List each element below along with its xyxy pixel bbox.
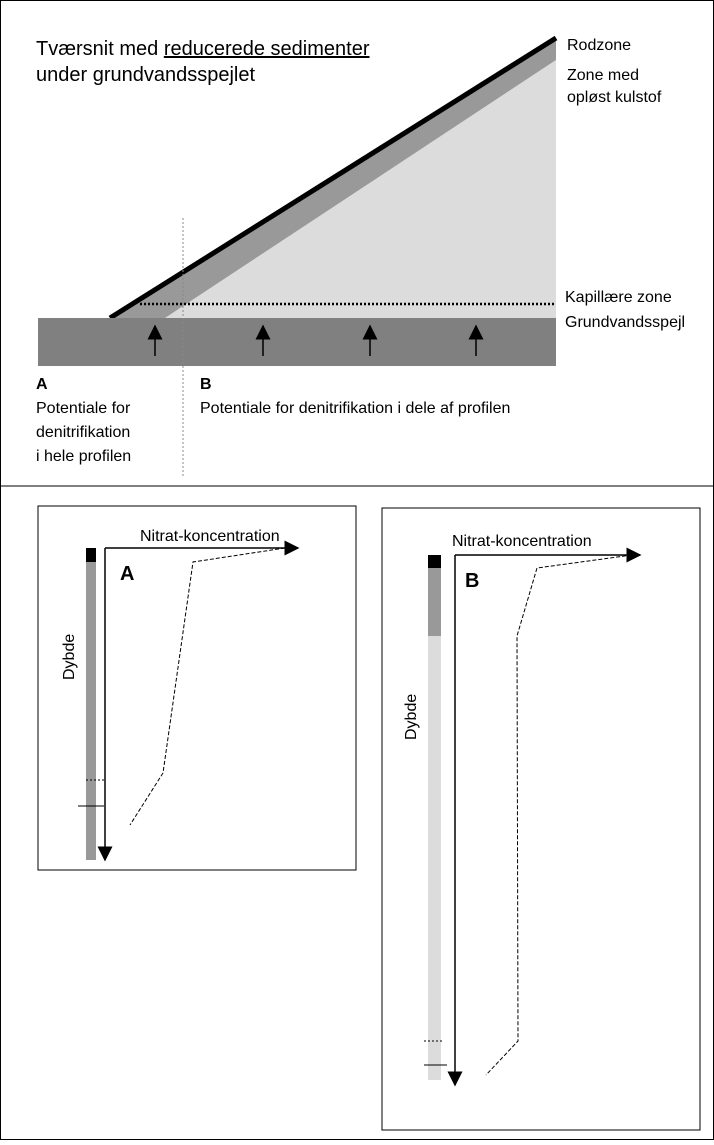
label: B [200,376,212,393]
column-top [86,548,96,562]
column-mid [428,568,441,636]
column [86,548,96,860]
label: B [465,570,479,592]
curve [485,554,633,1076]
label: Nitrat-koncentration [452,533,592,550]
arrows [147,324,484,356]
label: opløst kulstof [567,89,662,106]
profile-box [37,505,357,871]
label: Nitrat-koncentration [140,528,280,545]
groundwater [38,318,556,366]
title-2: under grundvandsspejlet [36,64,255,86]
label: Grundvandsspejl [565,314,685,331]
curve [129,547,286,826]
label: Dybde [61,634,78,680]
column-top [428,555,441,568]
label: Dybde [403,694,420,740]
title: Tværsnit med reducerede sedimenter [36,38,370,60]
label: A [120,563,134,585]
label: Rodzone [567,37,631,54]
label: Potentiale for [36,400,131,417]
root-zone [108,35,558,321]
label: Zone med [567,67,639,84]
label: Potentiale for denitrifikation i dele af… [200,400,510,417]
label: A [36,376,48,393]
profile-box [381,507,701,1131]
column [428,555,441,1080]
label: denitrifikation [36,424,130,441]
label: i hele profilen [36,448,131,465]
label: Kapillære zone [565,289,672,306]
